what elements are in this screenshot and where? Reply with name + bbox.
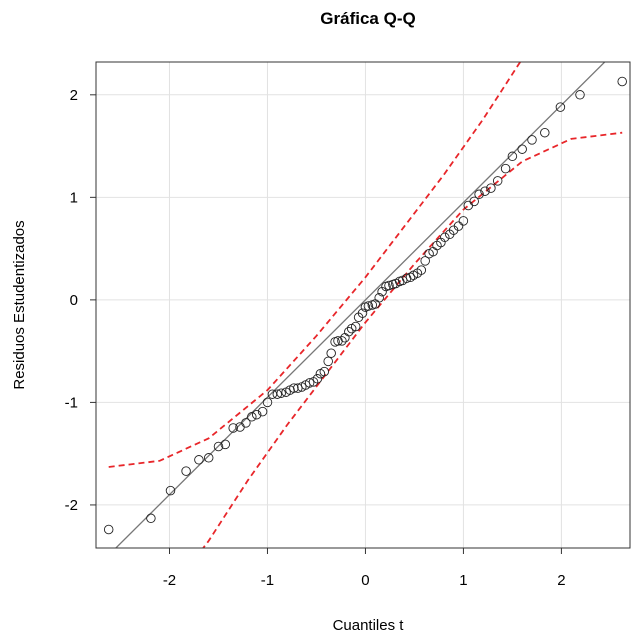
y-axis-label: Residuos Estudentizados bbox=[11, 220, 28, 389]
data-point bbox=[194, 455, 204, 465]
data-point bbox=[220, 439, 231, 450]
x-tick-label: -2 bbox=[163, 572, 176, 589]
x-tick-label: 2 bbox=[557, 572, 565, 589]
data-point bbox=[304, 378, 315, 388]
plot-frame bbox=[95, 61, 631, 549]
data-point bbox=[480, 186, 490, 196]
data-point bbox=[555, 102, 566, 112]
data-point bbox=[276, 388, 286, 398]
x-tick-label: 0 bbox=[361, 572, 369, 589]
data-point bbox=[440, 232, 450, 243]
data-point bbox=[213, 441, 224, 452]
reference-line bbox=[114, 62, 606, 548]
data-points bbox=[103, 76, 627, 535]
data-point bbox=[420, 256, 430, 266]
y-tick-label: -2 bbox=[65, 497, 78, 514]
data-point bbox=[337, 336, 347, 346]
data-point bbox=[617, 76, 627, 87]
confidence-band-upper bbox=[108, 62, 522, 468]
x-tick-label: 1 bbox=[459, 572, 467, 589]
data-point bbox=[228, 423, 238, 433]
data-point bbox=[350, 321, 361, 332]
x-tick-label: -1 bbox=[261, 572, 274, 589]
confidence-band bbox=[108, 62, 623, 548]
data-point bbox=[401, 273, 412, 284]
y-tick-label: 0 bbox=[70, 292, 78, 309]
data-point bbox=[181, 466, 191, 476]
data-point bbox=[272, 389, 283, 399]
data-point bbox=[527, 135, 537, 145]
x-axis-label: Cuantiles t bbox=[333, 617, 405, 634]
data-point bbox=[363, 301, 374, 311]
data-point bbox=[474, 189, 484, 200]
chart-title: Gráfica Q-Q bbox=[320, 9, 415, 28]
data-point bbox=[203, 453, 214, 463]
data-point bbox=[357, 308, 368, 318]
data-point bbox=[492, 176, 503, 186]
confidence-band-lower bbox=[202, 131, 623, 548]
data-point bbox=[416, 265, 427, 275]
data-point bbox=[374, 293, 384, 303]
data-point bbox=[293, 383, 303, 393]
data-point bbox=[405, 272, 416, 283]
data-point bbox=[103, 524, 114, 535]
data-point bbox=[312, 374, 323, 384]
data-point bbox=[146, 513, 156, 524]
data-point bbox=[326, 348, 336, 358]
data-point bbox=[319, 366, 330, 377]
y-tick-label: -1 bbox=[65, 394, 78, 411]
data-point bbox=[267, 389, 278, 399]
data-point bbox=[540, 127, 550, 138]
data-point bbox=[247, 412, 257, 422]
x-axis: -2 -1 0 1 2 bbox=[163, 548, 566, 589]
data-point bbox=[251, 409, 262, 420]
data-point bbox=[262, 397, 273, 408]
data-point bbox=[453, 221, 464, 231]
data-point bbox=[463, 200, 474, 211]
data-point bbox=[458, 216, 469, 226]
reference-line-group bbox=[114, 62, 606, 548]
data-point bbox=[469, 196, 479, 207]
data-point bbox=[517, 144, 527, 154]
data-point bbox=[575, 90, 585, 100]
data-point bbox=[384, 280, 394, 291]
data-point bbox=[344, 326, 354, 337]
y-axis: -2 -1 0 1 2 bbox=[65, 87, 96, 514]
data-point bbox=[333, 336, 343, 346]
y-tick-label: 2 bbox=[70, 87, 78, 104]
data-point bbox=[507, 151, 518, 162]
data-point bbox=[241, 418, 251, 428]
data-point bbox=[323, 356, 333, 367]
data-point bbox=[486, 183, 496, 193]
grid bbox=[96, 62, 630, 548]
y-tick-label: 1 bbox=[70, 189, 78, 206]
data-point bbox=[500, 163, 511, 174]
data-point bbox=[165, 485, 176, 496]
data-point bbox=[289, 383, 299, 393]
data-point bbox=[257, 406, 268, 417]
